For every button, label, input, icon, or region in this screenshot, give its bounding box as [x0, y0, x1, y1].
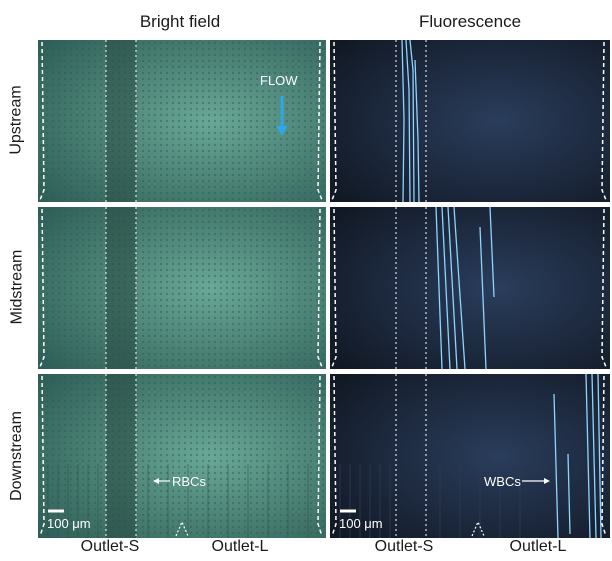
wbcs-label: WBCs	[484, 474, 521, 489]
brightfield-midstream-panel	[38, 207, 326, 369]
row-label-midstream: Midstream	[8, 249, 25, 325]
fluorescence-downstream-panel	[330, 374, 610, 538]
row-label-upstream: Upstream	[8, 84, 26, 155]
outlet-s-label-left: Outlet-S	[80, 538, 140, 555]
rbcs-label: RBCs	[172, 474, 206, 489]
outlet-l-label-right: Outlet-L	[509, 538, 567, 555]
scale-bar-label-left: 100 μm	[47, 516, 91, 531]
fluorescence-midstream-panel	[330, 207, 610, 369]
brightfield-upstream-panel	[38, 40, 326, 202]
row-label-downstream: Downstream	[8, 411, 25, 501]
fluorescence-column-title: Fluorescence	[418, 12, 522, 31]
scale-bar-label-right: 100 μm	[339, 516, 383, 531]
fluorescence-upstream-panel	[330, 40, 610, 202]
flow-label: FLOW	[260, 73, 298, 88]
outlet-s-label-right: Outlet-S	[374, 538, 434, 555]
brightfield-downstream-panel	[38, 374, 326, 538]
brightfield-column-title: Bright field	[139, 12, 221, 31]
outlet-l-label-left: Outlet-L	[211, 538, 269, 555]
